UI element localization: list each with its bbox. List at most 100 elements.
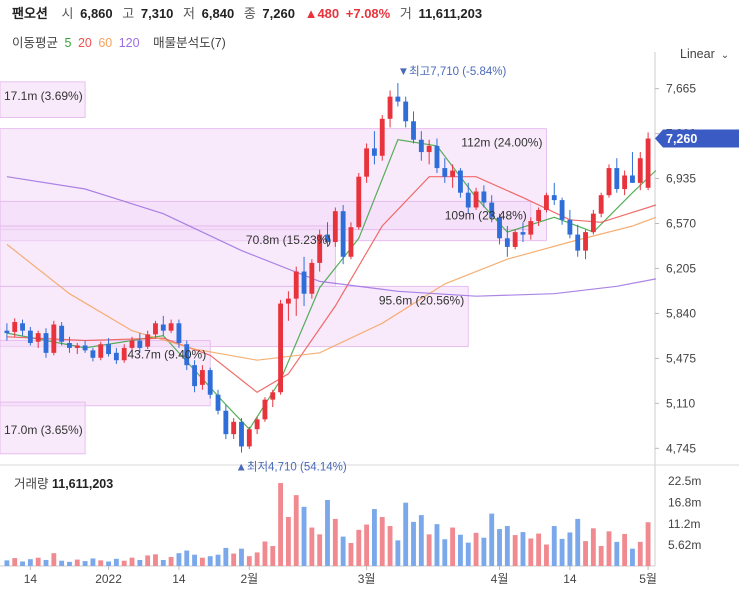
candle-body [551,195,557,201]
volume-bar [317,534,323,566]
candle-body [168,323,174,331]
candle-body [473,191,479,208]
volume-bar [113,558,119,566]
ma-period-20[interactable]: 20 [77,36,92,50]
candle-body [215,394,221,411]
volume-bar [637,541,643,566]
candle-body [606,168,612,196]
scale-dropdown[interactable]: Linear ⌄ [680,47,729,61]
y-tick-label: 4,745 [666,441,696,455]
y-tick-label: 6,935 [666,172,696,186]
x-tick-label: 2월 [240,572,258,586]
y-tick-label: 5,110 [666,396,695,410]
volume-bar [403,502,409,566]
volume-bar [301,506,307,566]
candle-body [434,145,440,169]
volume-bar [364,524,370,566]
candle-body [489,202,495,218]
candle-body [12,322,18,332]
volume-bar [74,559,80,566]
candle-body [364,148,370,177]
volume-bar [309,527,315,566]
ma-period-120[interactable]: 120 [118,36,140,50]
volume-y-tick-label: 22.5m [668,474,701,488]
y-tick-label: 7,665 [666,82,696,96]
candle-body [512,232,518,247]
low-value: 6,840 [201,6,235,21]
ma-legend: 이동평균 5 20 60 120 매물분석도(7) [12,32,229,51]
volume-bar [575,518,581,566]
candle-body [544,195,549,210]
volume-bar [98,560,104,566]
volume-bar [434,524,440,566]
volume-profile-band [0,340,211,407]
volume-profile-label: 70.8m (15.23%) [246,233,331,247]
ma-period-60[interactable]: 60 [98,36,113,50]
volume-bar [473,532,479,566]
volume-bar [246,556,252,566]
candle-body [129,340,135,348]
volume-bar [129,557,135,566]
close-label: 종 [243,6,256,21]
x-tick-label: 2022 [95,572,122,586]
volume-bar [544,544,549,566]
volume-bar [239,548,244,566]
candle-body [106,344,111,355]
volume-bar [293,495,299,566]
volume-bar [536,533,542,566]
volume-profile-toggle[interactable]: 매물분석도(7) [153,36,226,50]
ma-line-ma120 [6,176,657,297]
x-tick-label: 5월 [639,572,657,586]
y-tick-label: 5,840 [666,306,696,320]
y-tick-label: 6,205 [666,261,696,275]
candle-body [4,330,10,334]
candle-body [403,101,409,122]
volume-bar [551,526,557,566]
candle-body [176,323,182,343]
candle-body [20,323,25,331]
candle-body [450,170,456,177]
candle-body [309,262,315,294]
candle-body [153,323,158,335]
candle-body [27,330,33,343]
candle-body [317,234,323,263]
volume-bar [622,533,628,566]
candle-body [325,234,330,242]
candle-body [590,213,596,233]
volume-bar [215,554,221,566]
volume-bar [325,500,330,566]
candle-body [371,148,377,156]
candle-body [121,347,127,361]
volume-bar [285,517,291,566]
candle-body [567,219,573,235]
last-price-label: 7,260 [666,132,697,146]
volume-profile-band [0,285,469,348]
volume-bar [35,557,41,566]
volume-bar [145,555,151,566]
candle-body [145,334,151,347]
candle-body [254,419,260,430]
change-value: ▲480 [304,6,340,21]
candle-body [497,217,502,239]
volume-bar [497,529,502,566]
volume-bar [489,513,495,566]
candle-body [278,303,284,393]
candle-body [246,429,252,447]
candle-body [74,345,80,348]
volume-profile-label: 17.0m (3.65%) [4,423,83,437]
x-tick-label: 14 [172,572,186,586]
candle-body [113,352,119,361]
ma-period-5[interactable]: 5 [64,36,72,50]
volume-bar [340,536,346,566]
volume-bar [395,540,401,566]
candle-body [426,145,432,153]
open-value: 6,860 [80,6,113,21]
candle-body [160,324,166,331]
candle-body [465,192,471,208]
candle-body [270,392,276,400]
volume-bar [262,541,268,566]
volume-bar [614,541,620,566]
candle-body [379,118,385,156]
candle-body [59,325,65,342]
